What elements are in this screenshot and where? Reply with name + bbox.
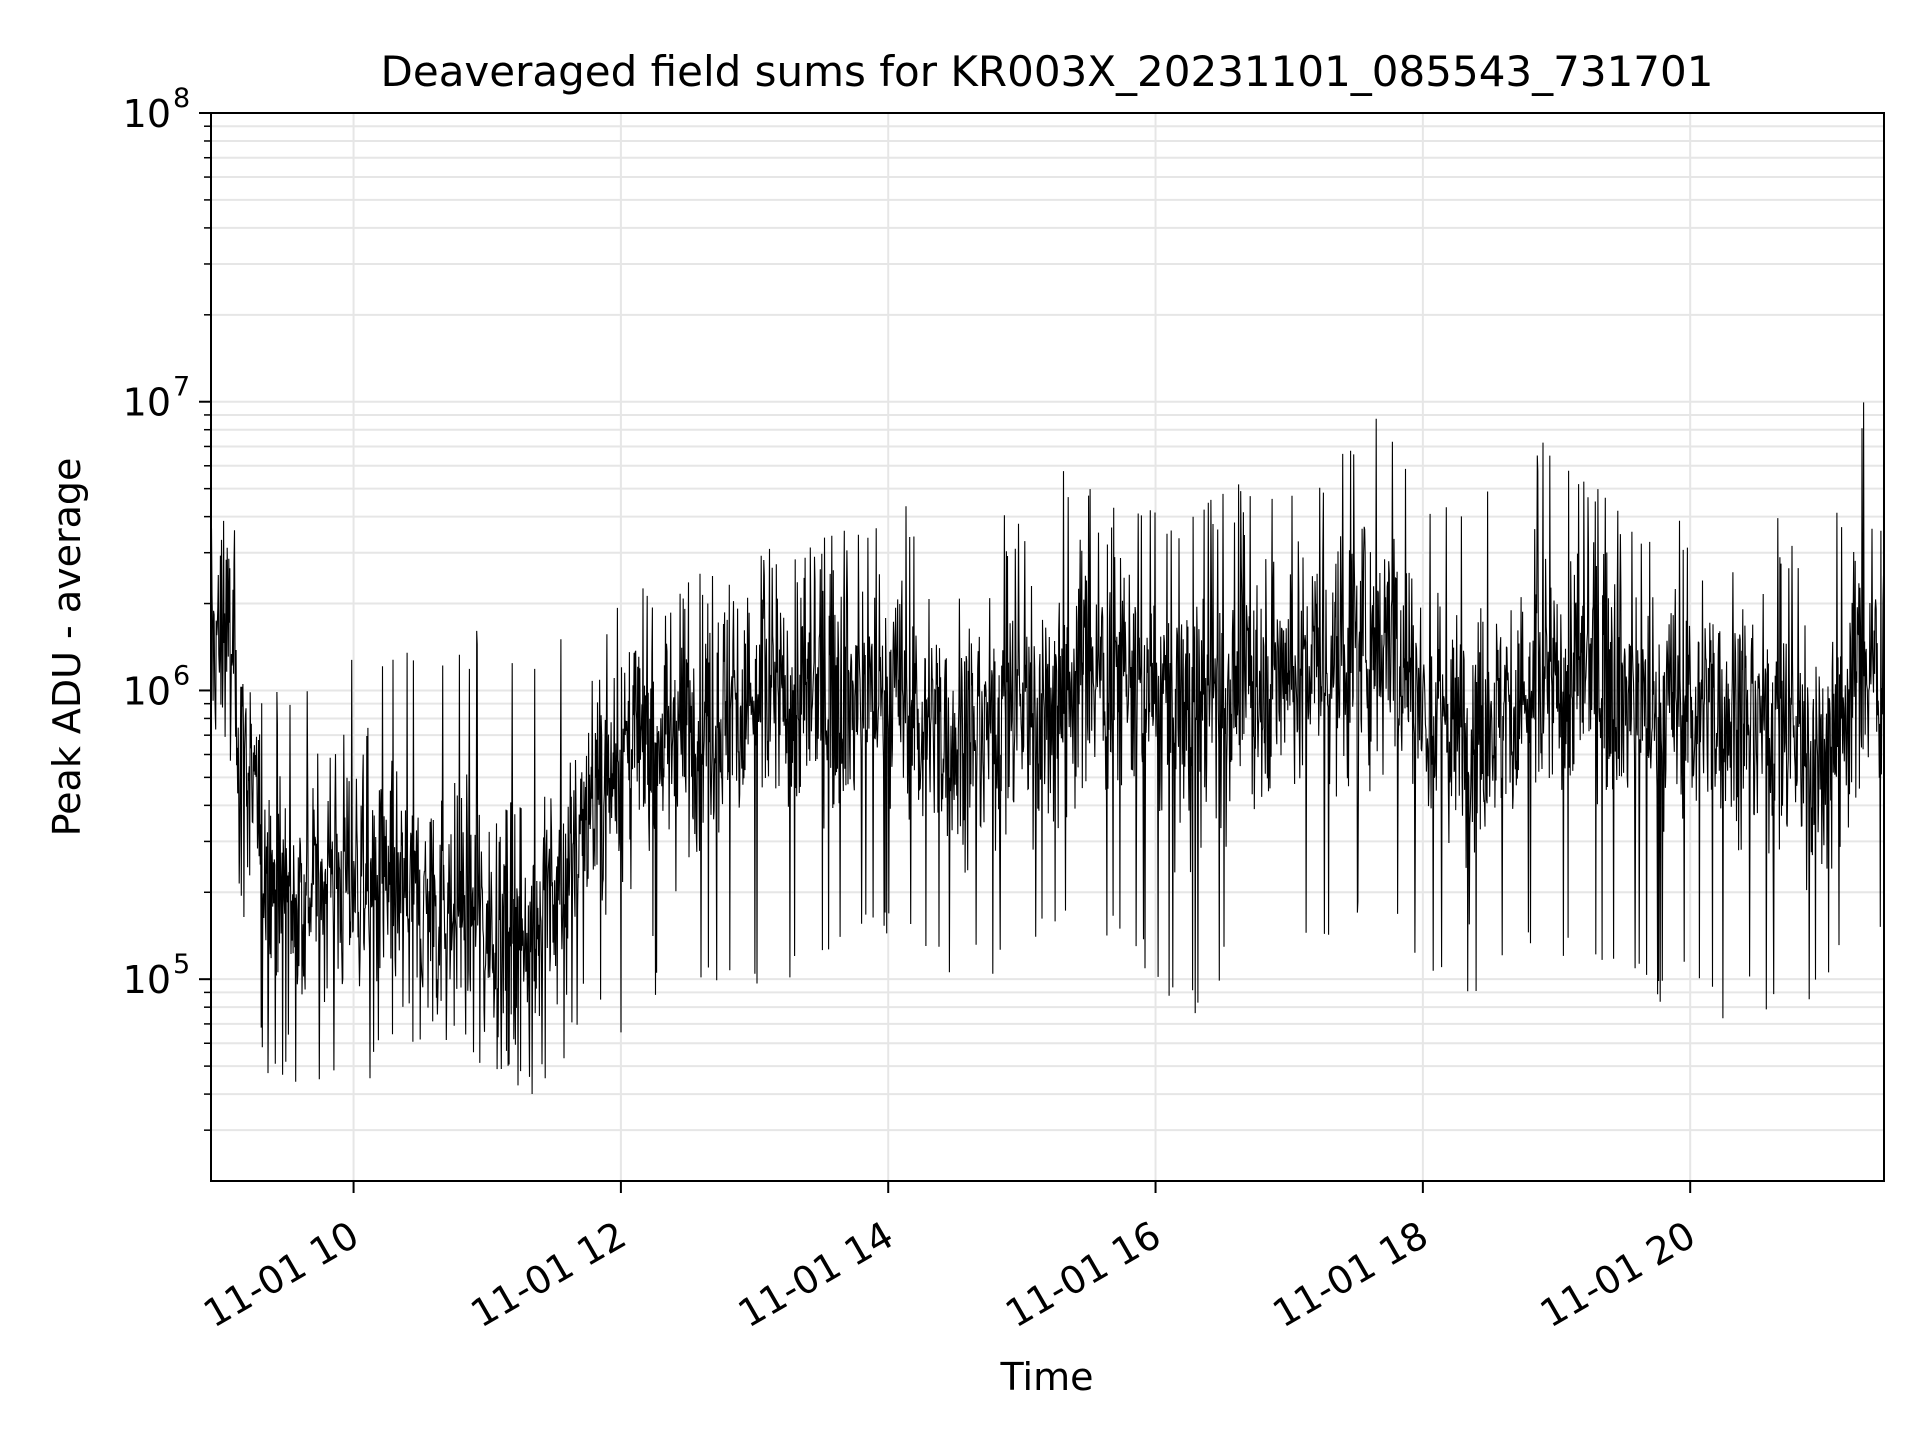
- data-layer: [210, 149, 1885, 1095]
- y-axis-label: Peak ADU - average: [45, 458, 89, 837]
- chart-title: Deaveraged field sums for KR003X_2023110…: [381, 47, 1714, 96]
- y-tick-label: 10: [123, 669, 171, 713]
- y-tick-label-exponent: 8: [173, 83, 190, 114]
- series-line: [210, 149, 1885, 1095]
- y-tick-label-exponent: 5: [173, 949, 190, 980]
- y-tick-label: 10: [123, 381, 171, 425]
- y-tick-label-exponent: 6: [173, 660, 190, 691]
- y-tick-label-exponent: 7: [173, 372, 190, 403]
- x-axis-label: Time: [1000, 1355, 1094, 1399]
- plot-frame: [210, 112, 1885, 1182]
- y-tick-label: 10: [123, 92, 171, 136]
- y-tick-label: 10: [123, 958, 171, 1002]
